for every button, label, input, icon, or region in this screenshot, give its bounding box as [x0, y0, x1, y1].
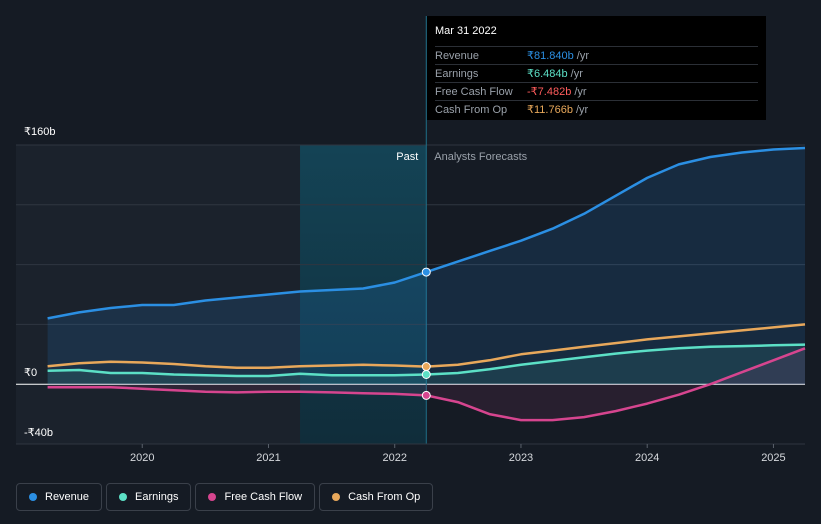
tooltip-unit: /yr — [574, 85, 587, 98]
legend-label: Earnings — [135, 491, 179, 503]
chart-tooltip: Mar 31 2022 Revenue ₹81.840b /yr Earning… — [427, 16, 766, 120]
y-tick-label: ₹0 — [24, 367, 37, 379]
x-tick-label: 2020 — [130, 452, 154, 464]
forecast-label: Analysts Forecasts — [434, 151, 527, 163]
x-tick-label: 2021 — [256, 452, 280, 464]
tooltip-label: Earnings — [435, 67, 479, 80]
legend-label: Free Cash Flow — [224, 491, 303, 503]
legend-item-free-cash-flow[interactable]: Free Cash Flow — [195, 483, 316, 511]
legend-dot-icon — [29, 493, 37, 501]
tooltip-unit: /yr — [570, 67, 583, 80]
x-tick-label: 2023 — [509, 452, 533, 464]
past-label: Past — [396, 151, 418, 163]
legend-dot-icon — [332, 493, 341, 501]
tooltip-value: -₹7.482b — [527, 86, 572, 98]
highlight-point-earnings — [421, 369, 431, 379]
tooltip-unit: /yr — [576, 49, 589, 62]
y-tick-label: -₹40b — [24, 427, 53, 439]
legend-item-earnings[interactable]: Earnings — [106, 483, 192, 511]
legend-dot-icon — [119, 493, 128, 501]
legend-item-cash-from-op[interactable]: Cash From Op — [319, 483, 434, 511]
tooltip-row-revenue: Revenue ₹81.840b /yr — [435, 46, 758, 64]
legend-label: Revenue — [45, 491, 90, 503]
chart-legend: Revenue Earnings Free Cash Flow Cash Fro… — [16, 483, 434, 511]
x-tick-label: 2025 — [761, 452, 785, 464]
tooltip-row-earnings: Earnings ₹6.484b /yr — [435, 64, 758, 82]
legend-item-revenue[interactable]: Revenue — [16, 483, 103, 511]
tooltip-value: ₹11.766b — [527, 104, 573, 116]
highlight-point-revenue — [421, 267, 431, 277]
legend-dot-icon — [208, 493, 217, 501]
y-tick-label: ₹160b — [24, 126, 55, 138]
tooltip-value: ₹81.840b — [527, 50, 574, 62]
tooltip-row-cash-from-op: Cash From Op ₹11.766b /yr — [435, 100, 758, 118]
tooltip-unit: /yr — [575, 103, 589, 116]
highlight-point-cash-from-op — [421, 362, 431, 372]
legend-label: Cash From Op — [348, 491, 421, 503]
tooltip-label: Free Cash Flow — [435, 85, 513, 98]
series-area-revenue — [47, 148, 806, 385]
tooltip-row-free-cash-flow: Free Cash Flow -₹7.482b /yr — [435, 82, 758, 100]
tooltip-label: Cash From Op — [435, 103, 508, 116]
highlight-point-free-cash-flow — [421, 390, 431, 400]
tooltip-label: Revenue — [435, 49, 480, 62]
x-tick-label: 2022 — [382, 452, 406, 464]
tooltip-value: ₹6.484b — [527, 68, 568, 80]
x-tick-label: 2024 — [635, 452, 659, 464]
tooltip-date: Mar 31 2022 — [435, 25, 497, 37]
series-area-free-cash-flow — [47, 348, 806, 421]
